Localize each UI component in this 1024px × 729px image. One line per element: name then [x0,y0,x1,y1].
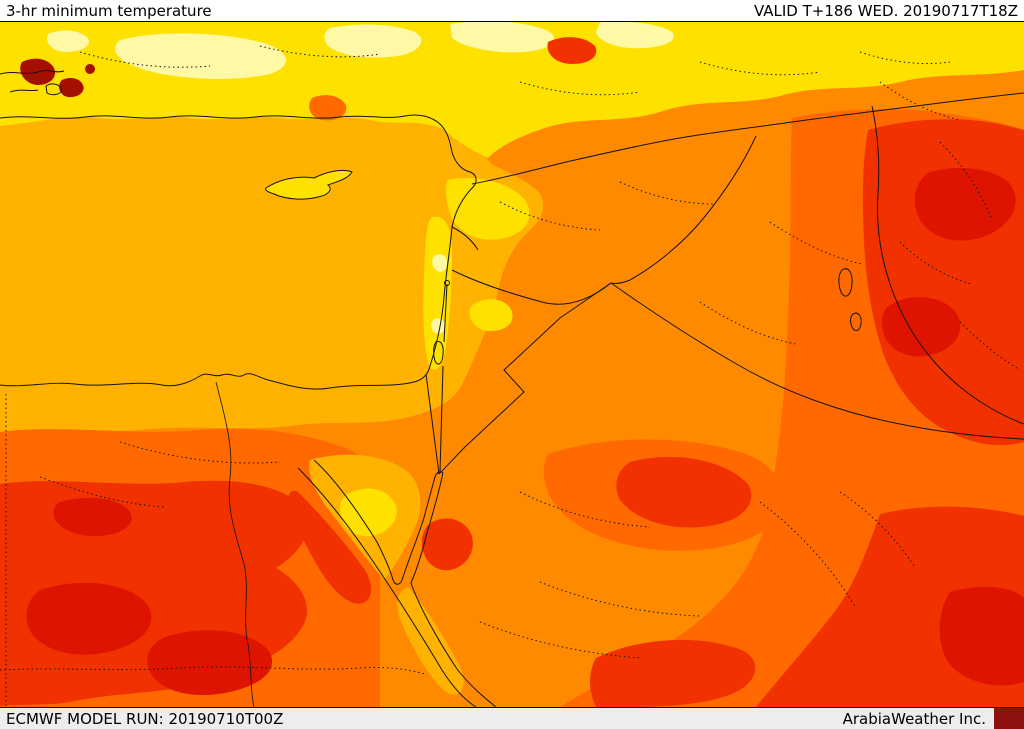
fill-egypt-deepred-1 [26,582,152,655]
border-lebanon-syria [451,226,479,251]
fill-pale-spot-2 [324,24,422,58]
fill-suez-west-red [287,490,372,604]
fill-valley-pale-2 [431,318,445,334]
river-nile [215,381,255,707]
coastline-marmara-1 [0,70,65,75]
admin-saudi-2 [759,501,857,609]
fill-aqaba-red [421,518,473,571]
border-iraq-saudi [610,282,1024,440]
lake-tharthar [838,268,853,297]
fill-redsea-east-amber [397,587,464,695]
credit-label: ArabiaWeather Inc. [842,709,986,728]
admin-turkey-5 [859,51,951,64]
coastline-marmara-2 [9,89,39,93]
admin-iraq-1 [769,221,863,265]
fill-marmara-maroon-2 [59,77,84,98]
island-cyprus [265,169,353,200]
admin-egypt-2 [39,476,166,508]
admin-border-dotted-layer [0,45,1021,707]
admin-turkey-4 [699,61,821,76]
border-turkey-syria [471,92,1024,185]
lake-dead-sea [433,341,444,365]
temperature-fill-layer [0,22,1024,707]
fill-topcenter-red-spot [547,37,597,64]
temperature-map-svg [0,22,1024,707]
coastline-layer [0,70,862,707]
fill-mediterranean-amber [0,106,544,433]
border-israel-egypt [425,373,440,475]
admin-turkey-2 [259,45,381,58]
lake-habbaniyah [850,312,862,332]
admin-turkey-1 [79,51,211,68]
admin-turkey-3 [519,81,641,96]
border-syria-iraq [610,135,757,284]
admin-egypt-1 [119,441,281,464]
coastline-aqaba-east-redsea [410,472,497,707]
coastline-marmara-island [45,83,63,96]
arabiaweather-logo-block [994,708,1024,729]
coastline-mediterranean [0,114,477,390]
country-border-layer [425,92,1024,475]
fill-pale-spot-3 [450,22,554,53]
model-run-label: ECMWF MODEL RUN: 20190710T00Z [6,709,284,728]
admin-iran-1 [879,81,961,121]
border-jordan-valley [439,283,448,473]
coastline-sinai-aqaba-west [313,459,436,585]
fill-iraq-deepred-1 [914,168,1016,241]
footer-bar: ECMWF MODEL RUN: 20190710T00Z ArabiaWeat… [0,707,1024,729]
admin-saudi-4 [519,491,651,528]
fill-taurus-orange-spot [309,95,347,121]
admin-far-right [839,491,916,568]
fill-centerbottom-red [590,639,756,707]
fill-lebanon-yellow [445,178,530,240]
fill-bottomright-deepred [939,586,1024,686]
fill-pale-spot-4 [596,22,674,49]
border-syria-jordan [451,269,612,305]
valid-time-label: VALID T+186 WED. 20190717T18Z [753,1,1018,20]
fill-sinai-yellow-spot [340,488,397,537]
admin-iran-2 [939,141,993,221]
admin-saudi-3 [479,621,641,659]
fill-marmara-maroon-3 [85,64,95,74]
fill-damascus-yellow-spot [469,299,513,332]
map-title: 3-hr minimum temperature [6,1,212,20]
header-bar: 3-hr minimum temperature VALID T+186 WED… [0,0,1024,22]
weather-map [0,22,1024,707]
border-iraq-iran [871,105,1024,425]
admin-syria-2 [619,181,716,205]
coastline-redsea-west [297,467,477,707]
river-layer [215,381,255,707]
admin-saudi-1 [539,581,701,617]
fill-egypt-deepred-3 [53,497,132,537]
fill-pale-spot-1 [114,33,287,79]
fill-egypt-deepred-2 [147,630,273,696]
border-jordan-saudi-zigzag [438,317,561,475]
fill-pale-spot-5 [46,30,89,52]
fill-nsaudi-red-core [616,456,752,528]
fill-valley-pale-1 [432,254,447,272]
